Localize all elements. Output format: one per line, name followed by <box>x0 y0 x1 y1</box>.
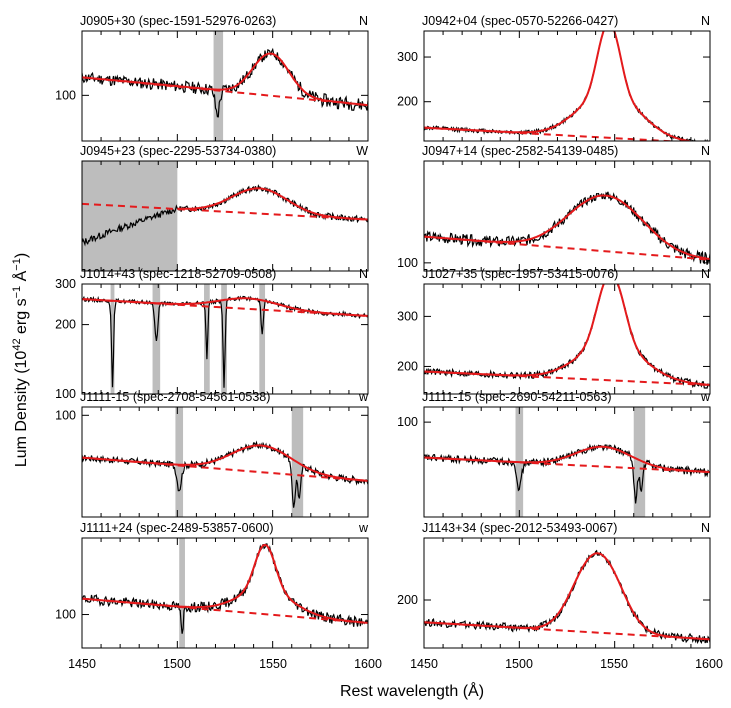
y-tick-label: 300 <box>397 50 418 64</box>
panel-flag: N <box>359 267 368 281</box>
model-fit <box>424 284 710 386</box>
model-fit <box>177 187 368 221</box>
panel-flag: N <box>701 267 710 281</box>
model-fit <box>82 52 368 107</box>
panel-title: J1111-15 (spec-2708-54561-0538) <box>80 390 270 404</box>
panel-title: J1111+24 (spec-2489-53857-0600) <box>80 521 274 535</box>
y-tick-label: 100 <box>55 608 76 622</box>
x-tick-label: 1500 <box>505 657 533 671</box>
panel-frame <box>81 537 369 649</box>
panel-flag: w <box>358 390 369 404</box>
masked-region <box>179 538 185 648</box>
masked-region <box>82 161 178 271</box>
spectrum-panel: 100 200 300 J1014+43 (spec-1218-52709-0508)… <box>55 267 369 401</box>
y-tick-label: 100 <box>397 256 418 270</box>
x-tick-label: 1450 <box>68 657 96 671</box>
panel-title: J1027+35 (spec-1957-53415-0076) <box>422 267 618 281</box>
x-tick-labels-left: 1450 1500 1550 1600 <box>68 657 382 671</box>
panel-frame <box>81 30 369 142</box>
y-tick-label: 100 <box>55 88 76 102</box>
panel-flag: N <box>701 144 710 158</box>
panel-frame <box>423 283 711 395</box>
x-tick-label: 1600 <box>695 657 723 671</box>
y-tick-label: 100 <box>55 387 76 401</box>
spectrum-panel: 100 J1111+24 (spec-2489-53857-0600) w <box>55 521 369 649</box>
panel-frame <box>423 406 711 518</box>
model-fit <box>424 31 696 141</box>
panel-title: J0945+23 (spec-2295-53734-0380) <box>80 144 276 158</box>
masked-region <box>213 31 224 141</box>
x-tick-label: 1550 <box>259 657 287 671</box>
x-tick-label: 1450 <box>410 657 438 671</box>
panel-title: J0905+30 (spec-1591-52976-0263) <box>80 14 276 28</box>
spectrum-panel: 200 J1143+34 (spec-2012-53493-0067) N <box>397 521 711 649</box>
observed-spectrum <box>82 47 368 118</box>
y-tick-label: 100 <box>55 408 76 422</box>
panel-flag: N <box>701 521 710 535</box>
y-tick-label: 300 <box>397 309 418 323</box>
panel-frame <box>81 406 369 518</box>
x-tick-labels-right: 1450 1500 1550 1600 <box>410 657 723 671</box>
panel-flag: N <box>701 14 710 28</box>
panel-flag: W <box>356 144 368 158</box>
spectrum-panel: 100 J1111-15 (spec-2690-54211-0563) w <box>397 390 711 518</box>
y-tick-label: 200 <box>397 593 418 607</box>
y-tick-label: 200 <box>397 95 418 109</box>
y-tick-label: 200 <box>397 359 418 373</box>
y-axis-label: Lum Density (1042 erg s−1 Å−1) <box>11 253 30 467</box>
observed-spectrum <box>424 284 710 389</box>
masked-region <box>221 284 227 394</box>
observed-spectrum <box>424 443 710 504</box>
model-fit <box>424 194 710 261</box>
spectrum-panel: 200 300 J1027+35 (spec-1957-53415-0076) N <box>397 267 711 395</box>
panel-frame <box>423 537 711 649</box>
panel-frame <box>81 160 369 272</box>
spectrum-panel: 100 J0947+14 (spec-2582-54139-0485) N <box>397 144 711 272</box>
y-tick-label: 200 <box>55 318 76 332</box>
panel-title: J1111-15 (spec-2690-54211-0563) <box>422 390 611 404</box>
panel-frame <box>81 283 369 395</box>
masked-region <box>204 284 210 394</box>
observed-spectrum <box>424 191 710 265</box>
masked-region <box>633 407 646 517</box>
masked-region <box>110 284 115 394</box>
panel-title: J0947+14 (spec-2582-54139-0485) <box>422 144 618 158</box>
model-fit <box>82 444 368 482</box>
x-axis-label: Rest wavelength (Å) <box>340 681 484 700</box>
spectrum-panel: 200 300 J0942+04 (spec-0570-52266-0427) N <box>397 14 711 142</box>
masked-region <box>175 407 184 517</box>
model-fit <box>424 552 710 641</box>
panel-title: J1014+43 (spec-1218-52709-0508) <box>80 267 276 281</box>
y-tick-label: 100 <box>397 415 418 429</box>
panel-flag: w <box>700 390 711 404</box>
x-tick-label: 1500 <box>163 657 191 671</box>
panel-title: J0942+04 (spec-0570-52266-0427) <box>422 14 618 28</box>
model-fit <box>82 297 368 317</box>
model-fit <box>82 543 368 624</box>
model-fit <box>424 445 710 474</box>
spectrum-panel: J0945+23 (spec-2295-53734-0380) W <box>80 144 369 272</box>
panel-flag: N <box>359 14 368 28</box>
x-tick-label: 1550 <box>600 657 628 671</box>
x-tick-label: 1600 <box>354 657 382 671</box>
panel-frame <box>423 160 711 272</box>
masked-region <box>259 284 266 394</box>
panel-flag: w <box>358 521 369 535</box>
panel-title: J1143+34 (spec-2012-53493-0067) <box>422 521 617 535</box>
panel-frame <box>423 30 711 142</box>
observed-spectrum <box>424 31 708 141</box>
spectrum-panel: 100 J1111-15 (spec-2708-54561-0538) w <box>55 390 369 518</box>
y-tick-label: 300 <box>55 277 76 291</box>
spectrum-panel: 100 J0905+30 (spec-1591-52976-0263) N <box>55 14 369 142</box>
